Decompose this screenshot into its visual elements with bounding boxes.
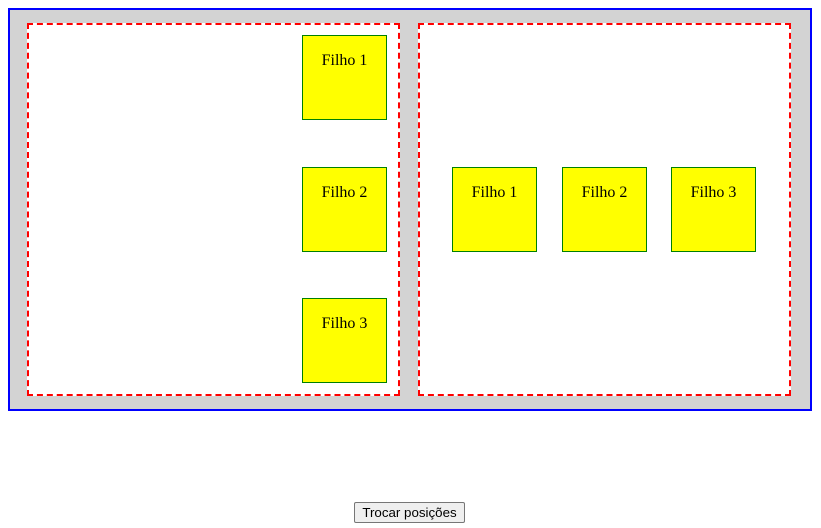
left-child-2: Filho 2 — [302, 167, 387, 252]
left-child-1: Filho 1 — [302, 35, 387, 120]
swap-positions-button[interactable]: Trocar posições — [354, 502, 465, 523]
right-child-1: Filho 1 — [452, 167, 537, 252]
right-flex-container: Filho 1 Filho 2 Filho 3 — [418, 23, 791, 396]
left-flex-container: Filho 1 Filho 2 Filho 3 — [27, 23, 400, 396]
right-child-3: Filho 3 — [671, 167, 756, 252]
left-child-3: Filho 3 — [302, 298, 387, 383]
right-child-2: Filho 2 — [562, 167, 647, 252]
outer-container: Filho 1 Filho 2 Filho 3 Filho 1 Filho 2 … — [8, 8, 812, 411]
